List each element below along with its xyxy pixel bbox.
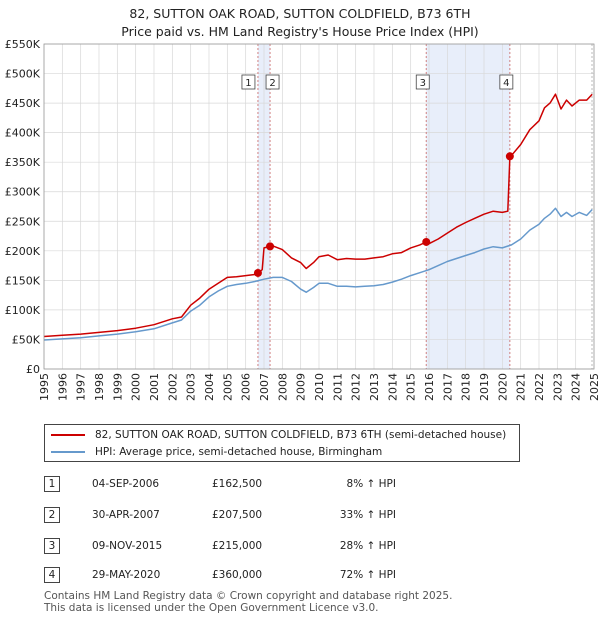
sale-point [266,242,275,251]
sale-number-label: 4 [503,78,509,89]
x-tick-label: 2021 [515,373,528,401]
transaction-row: 2 30-APR-2007 £207,500 33% ↑ HPI [44,507,464,523]
y-tick-label: £450K [5,97,41,110]
y-tick-label: £250K [5,215,41,228]
sale-point [505,152,514,161]
x-tick-label: 2004 [203,373,216,401]
x-tick-label: 2002 [166,373,179,401]
x-tick-label: 2020 [496,373,509,401]
x-tick-label: 2016 [423,373,436,401]
sale-point [422,237,431,246]
y-tick-label: £500K [5,68,41,81]
legend-item-property: 82, SUTTON OAK ROAD, SUTTON COLDFIELD, B… [51,427,506,443]
legend-label-hpi: HPI: Average price, semi-detached house,… [95,446,383,458]
x-tick-label: 2005 [221,373,234,401]
legend-swatch-property [51,434,85,436]
sale-number-box [415,74,430,90]
transaction-row: 4 29-MAY-2020 £360,000 72% ↑ HPI [44,567,464,583]
x-tick-label: 2022 [533,373,546,401]
y-tick-label: £550K [5,38,41,51]
sale-number-label: 1 [245,78,251,89]
x-tick-label: 2001 [148,373,161,401]
transaction-number: 4 [44,567,60,583]
legend: 82, SUTTON OAK ROAD, SUTTON COLDFIELD, B… [44,424,520,462]
sale-number-box [241,74,256,90]
transaction-date: 09-NOV-2015 [92,540,163,552]
transaction-row: 3 09-NOV-2015 £215,000 28% ↑ HPI [44,538,464,554]
transaction-hpi-change: 33% ↑ HPI [339,509,396,521]
transaction-number: 3 [44,538,60,554]
hpi-series-line [43,207,593,341]
transaction-hpi-change: 28% ↑ HPI [339,540,396,552]
transaction-date: 04-SEP-2006 [92,478,160,490]
transaction-price: £360,000 [212,569,263,581]
sale-period-shade [426,44,510,369]
sale-number-box [499,74,514,90]
y-tick-label: £350K [5,156,41,169]
transaction-price: £162,500 [212,478,263,490]
sale-point [253,268,262,277]
x-tick-label: 2006 [240,373,253,401]
x-tick-label: 2009 [295,373,308,401]
transaction-hpi-change: 8% ↑ HPI [346,478,396,490]
x-tick-label: 2008 [276,373,289,401]
x-tick-label: 2023 [551,373,564,401]
x-tick-label: 2019 [478,373,491,401]
y-tick-label: £100K [5,304,41,317]
x-tick-label: 1999 [111,373,124,401]
sale-number-box [265,74,280,90]
x-tick-label: 2017 [441,373,454,401]
x-tick-label: 2000 [130,373,143,401]
y-tick-label: £300K [5,186,41,199]
x-tick-label: 2003 [185,373,198,401]
x-tick-label: 2014 [386,373,399,401]
x-tick-label: 2011 [331,373,344,401]
footer-copyright: Contains HM Land Registry data © Crown c… [44,590,453,602]
transaction-row: 1 04-SEP-2006 £162,500 8% ↑ HPI [44,476,464,492]
x-tick-label: 1996 [56,373,69,401]
y-tick-label: £0 [26,363,40,376]
y-tick-label: £400K [5,127,41,140]
x-tick-label: 2013 [368,373,381,401]
property-series-line [43,93,593,338]
x-tick-label: 2024 [570,373,583,401]
footer-licence: This data is licensed under the Open Gov… [44,602,379,614]
plot-frame [43,43,595,370]
sale-number-label: 3 [420,78,426,89]
y-tick-label: £200K [5,245,41,258]
transaction-number: 1 [44,476,60,492]
legend-swatch-hpi [51,451,85,453]
x-tick-label: 2007 [258,373,271,401]
x-tick-label: 2010 [313,373,326,401]
transaction-date: 30-APR-2007 [92,509,160,521]
transaction-price: £207,500 [212,509,263,521]
transaction-number: 2 [44,507,60,523]
legend-label-property: 82, SUTTON OAK ROAD, SUTTON COLDFIELD, B… [95,429,507,441]
legend-item-hpi: HPI: Average price, semi-detached house,… [51,444,382,460]
price-chart: £0 £50K £100K £150K £200K £250K £300K £350K £400… [5,38,600,401]
y-tick-label: £50K [12,333,41,346]
x-tick-label: 2025 [588,373,600,401]
chart-title-line2: Price paid vs. HM Land Registry's House … [121,24,479,39]
chart-title-line1: 82, SUTTON OAK ROAD, SUTTON COLDFIELD, B… [129,6,471,21]
y-tick-label: £150K [5,274,41,287]
x-tick-label: 2012 [350,373,363,401]
transaction-hpi-change: 72% ↑ HPI [339,569,396,581]
transaction-price: £215,000 [212,540,263,552]
transaction-date: 29-MAY-2020 [92,569,161,581]
sale-number-label: 2 [269,78,275,89]
x-tick-label: 2018 [460,373,473,401]
x-tick-label: 1997 [75,373,88,401]
x-tick-label: 2015 [405,373,418,401]
x-tick-label: 1998 [93,373,106,401]
x-tick-label: 1995 [38,373,51,401]
